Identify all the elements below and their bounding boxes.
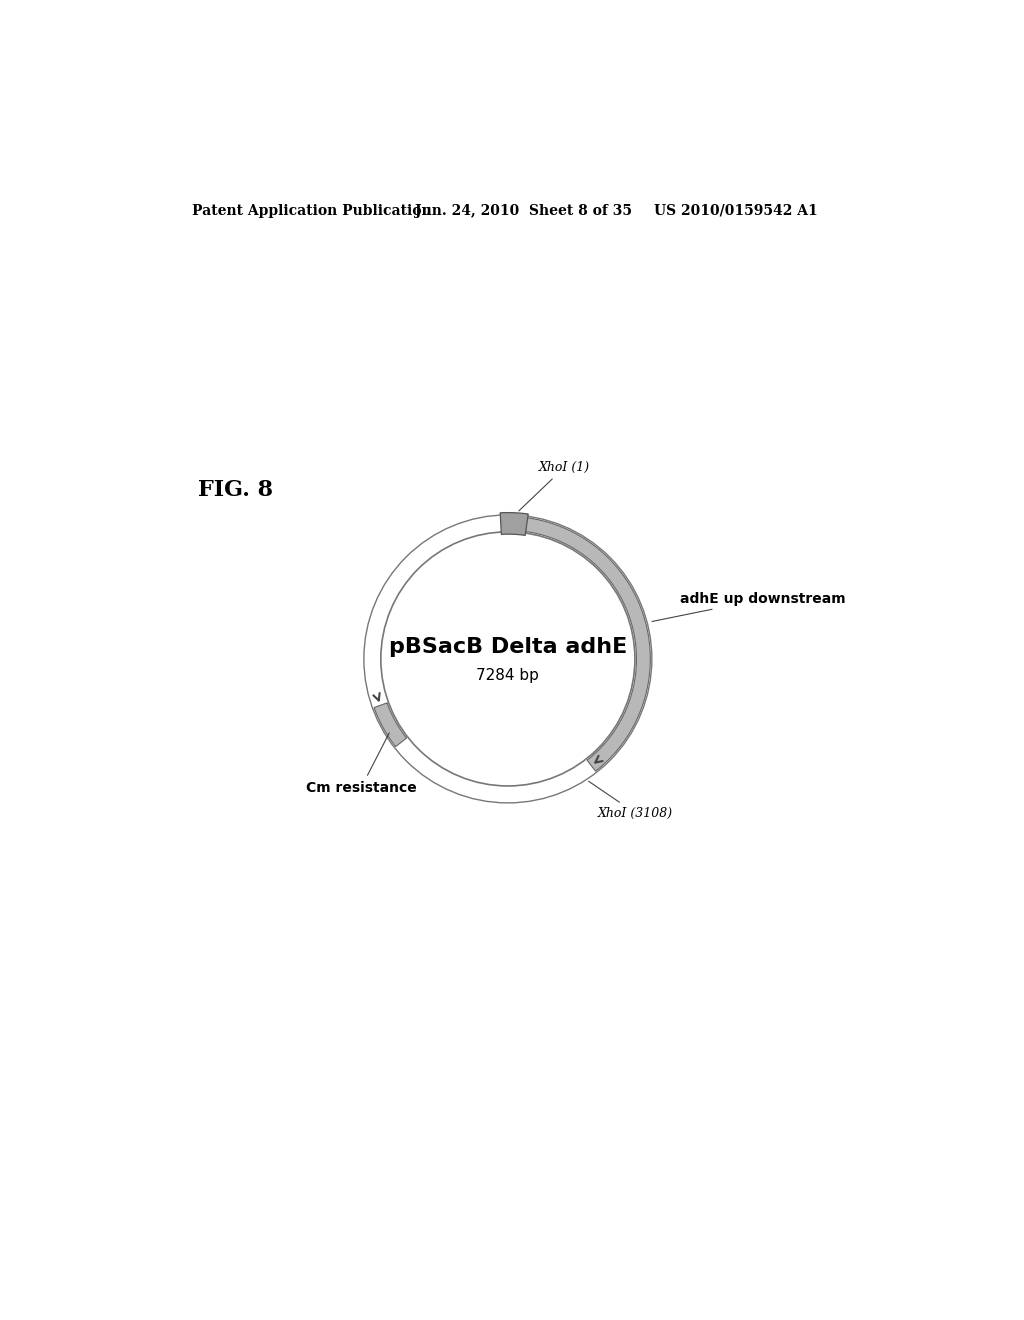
Text: FIG. 8: FIG. 8 [199,479,273,500]
Polygon shape [519,517,650,771]
Text: adhE up downstream: adhE up downstream [652,591,846,622]
Text: Cm resistance: Cm resistance [306,733,417,795]
Text: Jun. 24, 2010  Sheet 8 of 35: Jun. 24, 2010 Sheet 8 of 35 [416,203,633,218]
Text: Patent Application Publication: Patent Application Publication [193,203,432,218]
Text: 7284 bp: 7284 bp [476,668,540,684]
Text: US 2010/0159542 A1: US 2010/0159542 A1 [654,203,818,218]
Text: XhoI (3108): XhoI (3108) [589,781,673,820]
Text: pBSacB Delta adhE: pBSacB Delta adhE [389,638,627,657]
Polygon shape [500,512,528,536]
Polygon shape [374,702,407,747]
Text: XhoI (1): XhoI (1) [519,461,590,511]
